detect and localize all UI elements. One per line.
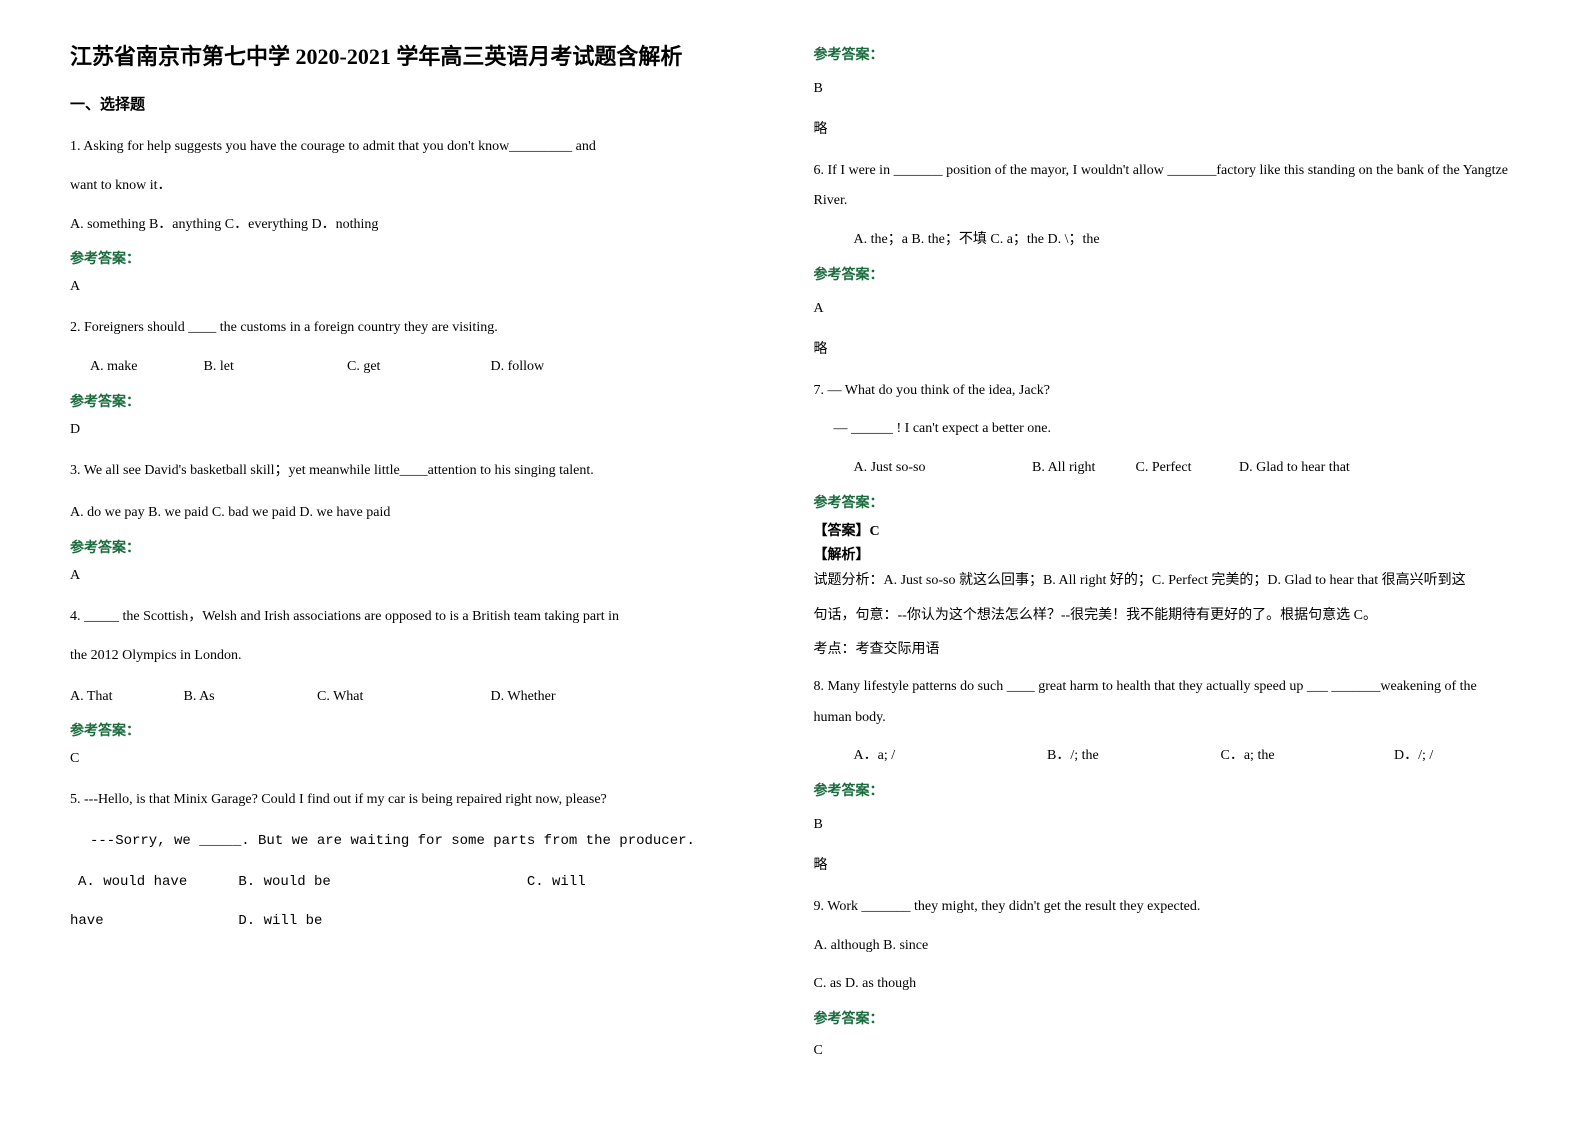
q7-explain3: 考点：考查交际用语 <box>814 637 1518 664</box>
q1-text2: want to know it． <box>70 171 774 202</box>
q9-options2: C. as D. as though <box>814 969 1518 1000</box>
q2-opt-c: C. get <box>347 352 487 383</box>
q4-answer: C <box>70 744 774 775</box>
q8-options: A．a; / B．/; the C．a; the D．/; / <box>814 741 1518 772</box>
q8-opt-a: A．a; / <box>854 741 1044 772</box>
q4-opt-a: A. That <box>70 682 180 713</box>
q7-options: A. Just so-so B. All right C. Perfect D.… <box>814 453 1518 484</box>
document-title: 江苏省南京市第七中学 2020-2021 学年高三英语月考试题含解析 <box>70 40 774 73</box>
q2-opt-d: D. follow <box>491 352 545 383</box>
q8-answer2: 略 <box>814 851 1518 882</box>
q4-text: 4. _____ the Scottish，Welsh and Irish as… <box>70 602 774 633</box>
q9-answer-label: 参考答案： <box>814 1008 1518 1028</box>
top-answer2: 略 <box>814 115 1518 146</box>
q2-opt-b: B. let <box>204 352 344 383</box>
q8-answer-label: 参考答案： <box>814 780 1518 800</box>
top-answer-label: 参考答案： <box>814 44 1518 64</box>
q7-explain-label: 【解析】 <box>814 544 1518 564</box>
q5-options-row2: have D. will be <box>70 906 774 937</box>
q7-explain-ans: 【答案】C <box>814 520 1518 540</box>
q1-answer: A <box>70 272 774 303</box>
q7-opt-a: A. Just so-so <box>854 453 1029 484</box>
q7-text: 7. — What do you think of the idea, Jack… <box>814 376 1518 407</box>
q2-answer: D <box>70 415 774 446</box>
q6-text: 6. If I were in _______ position of the … <box>814 156 1518 218</box>
q4-text2: the 2012 Olympics in London. <box>70 641 774 672</box>
q2-text: 2. Foreigners should ____ the customs in… <box>70 313 774 344</box>
q9-answer: C <box>814 1036 1518 1067</box>
q2-options: A. make B. let C. get D. follow <box>70 352 774 383</box>
q4-options: A. That B. As C. What D. Whether <box>70 682 774 713</box>
q5-opt-a: A. would have <box>70 867 230 898</box>
q5-opt-a2: have <box>70 906 230 937</box>
q7-explain1: 试题分析：A. Just so-so 就这么回事；B. All right 好的… <box>814 568 1518 595</box>
q4-opt-b: B. As <box>184 682 314 713</box>
q5-opt-c: C. will <box>527 867 586 898</box>
q4-answer-label: 参考答案： <box>70 720 774 740</box>
section-header: 一、选择题 <box>70 93 774 114</box>
q5-opt-b: B. would be <box>238 867 518 898</box>
q3-options: A. do we pay B. we paid C. bad we paid D… <box>70 498 774 529</box>
q6-answer-label: 参考答案： <box>814 264 1518 284</box>
q8-opt-d: D．/; / <box>1394 741 1433 772</box>
q8-opt-c: C．a; the <box>1221 741 1391 772</box>
q8-answer: B <box>814 810 1518 841</box>
q5-text: 5. ---Hello, is that Minix Garage? Could… <box>70 785 774 816</box>
q4-opt-c: C. What <box>317 682 487 713</box>
q7-opt-b: B. All right <box>1032 453 1132 484</box>
q6-options: A. the；a B. the；不填 C. a；the D. \；the <box>814 225 1518 256</box>
q7-explain2: 句话，句意：--你认为这个想法怎么样？--很完美！我不能期待有更好的了。根据句意… <box>814 603 1518 630</box>
q7-answer-label: 参考答案： <box>814 492 1518 512</box>
q7-opt-d: D. Glad to hear that <box>1239 453 1350 484</box>
q3-answer-label: 参考答案： <box>70 537 774 557</box>
q3-text: 3. We all see David's basketball skill；y… <box>70 456 774 487</box>
q8-opt-b: B．/; the <box>1047 741 1217 772</box>
q7-text2: — ______ ! I can't expect a better one. <box>814 414 1518 445</box>
q9-options1: A. although B. since <box>814 931 1518 962</box>
q2-opt-a: A. make <box>90 352 200 383</box>
q6-answer2: 略 <box>814 335 1518 366</box>
q6-answer: A <box>814 294 1518 325</box>
q4-opt-d: D. Whether <box>491 682 556 713</box>
q8-text: 8. Many lifestyle patterns do such ____ … <box>814 672 1518 734</box>
top-answer: B <box>814 74 1518 105</box>
q5-opt-d: D. will be <box>238 906 322 937</box>
q1-text: 1. Asking for help suggests you have the… <box>70 132 774 163</box>
q2-answer-label: 参考答案： <box>70 391 774 411</box>
q1-options: A. something B．anything C．everything D．n… <box>70 210 774 241</box>
q5-options-row1: A. would have B. would be C. will <box>70 867 774 898</box>
q7-opt-c: C. Perfect <box>1136 453 1236 484</box>
q1-answer-label: 参考答案： <box>70 248 774 268</box>
q3-answer: A <box>70 561 774 592</box>
q5-text2: ---Sorry, we _____. But we are waiting f… <box>70 826 774 857</box>
q9-text: 9. Work _______ they might, they didn't … <box>814 892 1518 923</box>
